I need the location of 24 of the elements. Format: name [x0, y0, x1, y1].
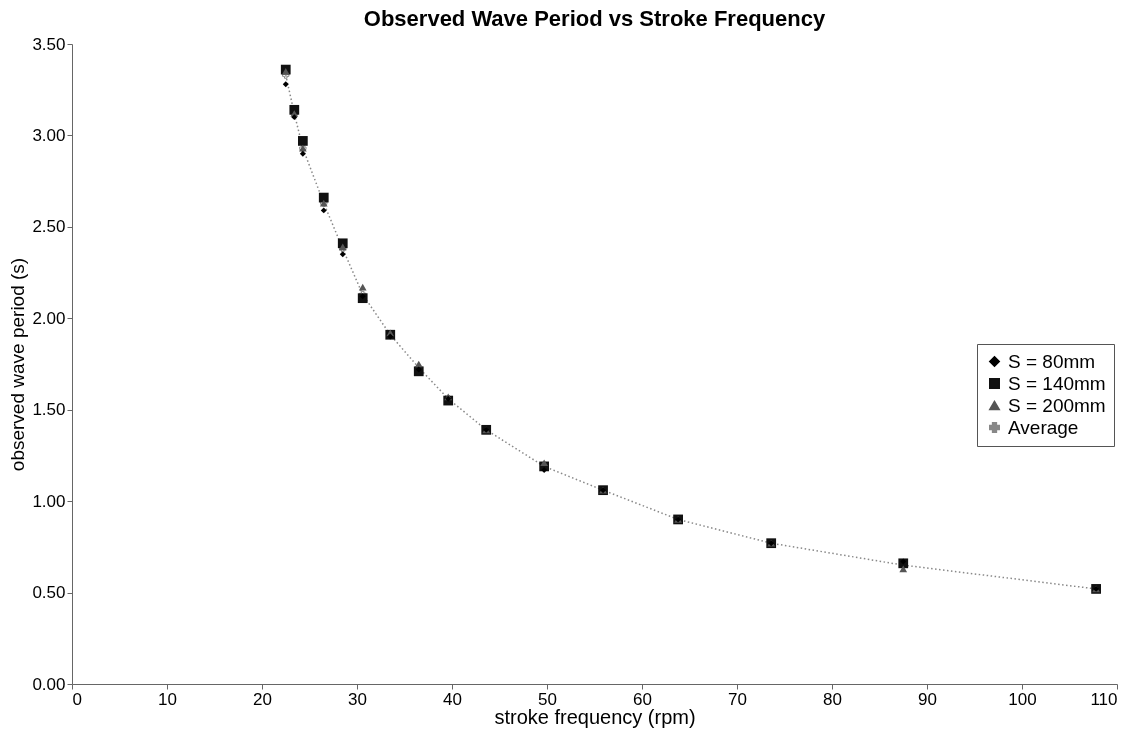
chart-title: Observed Wave Period vs Stroke Frequency: [363, 6, 826, 31]
x-tick-label: 30: [348, 689, 367, 709]
x-tick-label: 90: [918, 689, 937, 709]
y-tick-label: 1.00: [32, 491, 66, 511]
x-tick-label: 20: [253, 689, 272, 709]
x-tick-label: 10: [158, 689, 177, 709]
x-tick-label: 80: [823, 689, 842, 709]
x-tick-label: 100: [1008, 689, 1037, 709]
x-tick-label: 40: [443, 689, 462, 709]
y-tick-label: 1.50: [32, 400, 66, 420]
x-tick-label: 0: [72, 689, 82, 709]
legend-label: S = 200mm: [1008, 394, 1106, 416]
y-tick-label: 3.00: [32, 125, 66, 145]
y-tick-label: 2.50: [32, 217, 66, 237]
y-axis-title: observed wave period (s): [7, 257, 29, 472]
legend-label: S = 140mm: [1008, 372, 1106, 394]
legend-label: S = 80mm: [1008, 350, 1096, 372]
y-tick-label: 0.50: [32, 583, 66, 603]
y-tick-label: 3.50: [32, 34, 66, 54]
y-tick-label: 0.00: [32, 674, 66, 694]
legend-label: Average: [1008, 416, 1079, 438]
x-tick-label: 110: [1090, 689, 1118, 709]
y-tick-label: 2.00: [32, 308, 66, 328]
x-tick-label: 70: [728, 689, 747, 709]
